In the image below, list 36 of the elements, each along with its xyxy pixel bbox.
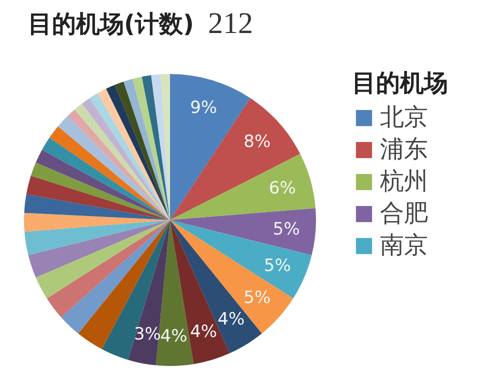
data-label: 4% [218,310,245,330]
data-label: 4% [190,322,218,342]
pie-slice [170,154,316,220]
pie-slice [151,74,170,220]
data-label: 6% [268,178,296,198]
text: 212 [208,7,253,41]
pie-slice [46,220,170,318]
pie-slice [36,220,170,298]
pie-slice [28,220,170,278]
data-label: 3% [134,324,161,345]
data-label: 5% [272,219,300,240]
pie-slice [170,98,300,220]
legend-label: 浦东 [380,135,428,163]
legend-label: 杭州 [379,167,428,195]
data-label: 9% [190,98,218,118]
legend-label: 北京 [380,103,428,131]
pie-slice [24,194,170,220]
data-label: 4% [160,326,188,347]
pie-slice [142,75,170,220]
data-label: 8% [244,132,271,152]
pie-slice [42,138,170,220]
chart-title: 目的机场(计数) [28,9,194,40]
pie-slice [24,212,170,232]
data-label: 5% [264,256,291,276]
pie-slice [36,150,170,220]
pie-slice [132,76,170,220]
pie-slice [170,208,316,256]
legend-label: 合肥 [380,199,428,227]
legend-title: 目的机场 [352,69,448,97]
pie-slice [30,162,170,220]
pie-slice [26,176,170,220]
pie-slice [49,126,170,220]
pie-slice [124,78,170,220]
data-label: 5% [244,288,271,308]
legend-label: 南京 [380,231,428,259]
pie-slice [24,220,170,256]
